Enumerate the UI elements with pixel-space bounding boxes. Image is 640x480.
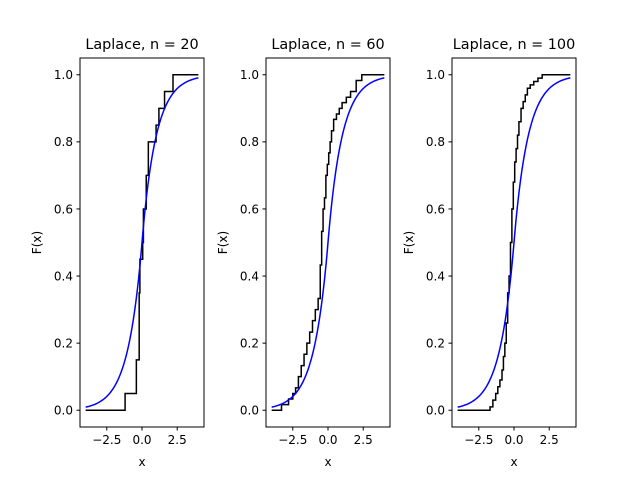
laplace-cdf-curve [271, 77, 385, 408]
y-tick-label: 0.4 [426, 269, 445, 283]
x-tick-label: 2.5 [354, 433, 373, 447]
x-tick-label: 0.0 [318, 433, 337, 447]
x-tick-label: −2.5 [464, 433, 493, 447]
y-tick-label: 0.8 [426, 135, 445, 149]
x-tick-label: 2.5 [168, 433, 187, 447]
x-tick-label: 2.5 [540, 433, 559, 447]
empirical-cdf-step-line [271, 74, 385, 411]
x-axis-label: x [138, 455, 145, 469]
y-tick-label: 0.0 [426, 404, 445, 418]
subplot-2: −2.5 0.0 2.5 0.0 0.2 0.4 0.6 0.8 1.0 Laplace, n =… [216, 37, 391, 469]
subplot-title: Laplace, n = 100 [453, 37, 576, 53]
x-tick-label: 0.0 [504, 433, 523, 447]
y-tick-label: 0.6 [54, 202, 73, 216]
y-axis-label: F(x) [402, 231, 416, 254]
subplot-panels: −2.5 0.0 2.5 0.0 0.2 0.4 0.6 0.8 1.0 Laplace, n =… [30, 37, 577, 469]
y-axis-label: F(x) [216, 231, 230, 254]
y-tick-label: 0.2 [426, 336, 445, 350]
y-tick-label: 0.2 [240, 336, 259, 350]
y-tick-label: 0.4 [54, 269, 73, 283]
laplace-cdf-curve [457, 77, 571, 408]
y-tick-label: 0.2 [54, 336, 73, 350]
subplot-title: Laplace, n = 20 [85, 37, 198, 53]
y-tick-label: 0.0 [54, 404, 73, 418]
x-tick-label: −2.5 [278, 433, 307, 447]
x-tick-label: 0.0 [132, 433, 151, 447]
x-axis-label: x [324, 455, 331, 469]
subplot-3: −2.5 0.0 2.5 0.0 0.2 0.4 0.6 0.8 1.0 Laplace, n =… [402, 37, 577, 469]
y-tick-label: 0.8 [54, 135, 73, 149]
y-tick-label: 0.0 [240, 404, 259, 418]
y-tick-label: 0.6 [426, 202, 445, 216]
y-axis-label: F(x) [30, 231, 44, 254]
x-axis-label: x [510, 455, 517, 469]
y-tick-label: 1.0 [240, 68, 259, 82]
subplot-1: −2.5 0.0 2.5 0.0 0.2 0.4 0.6 0.8 1.0 Laplace, n =… [30, 37, 205, 469]
y-tick-label: 0.8 [240, 135, 259, 149]
y-tick-label: 0.6 [240, 202, 259, 216]
x-tick-label: −2.5 [92, 433, 121, 447]
y-tick-label: 1.0 [54, 68, 73, 82]
y-tick-label: 1.0 [426, 68, 445, 82]
laplace-cdf-curve [85, 77, 199, 408]
subplot-title: Laplace, n = 60 [271, 37, 384, 53]
y-tick-label: 0.4 [240, 269, 259, 283]
empirical-cdf-step-line [457, 74, 571, 411]
